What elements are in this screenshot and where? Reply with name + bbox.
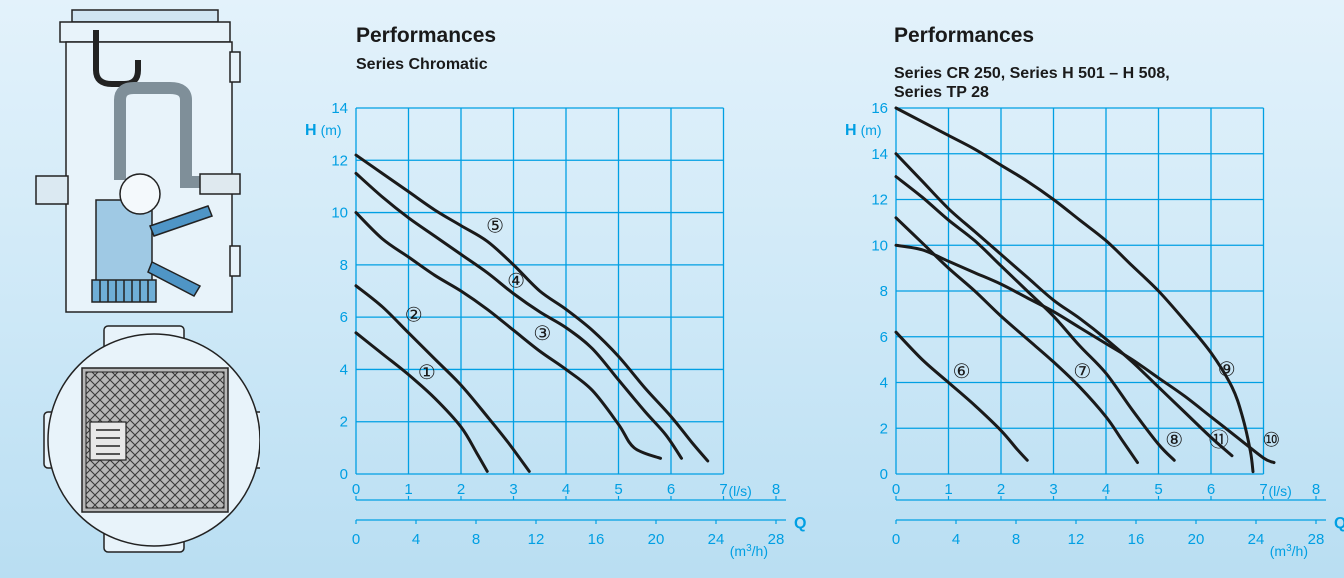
series-curve-5	[894, 243, 1276, 465]
x2-unit: (m3/h)	[730, 543, 768, 559]
series-label: ②	[405, 303, 423, 327]
x-tick-label: 3	[509, 481, 517, 498]
x-unit-ls: (l/s)	[729, 483, 752, 499]
x2-tick-label: 20	[1188, 531, 1205, 548]
series-curve-6	[894, 152, 1234, 458]
x-tick-label: 6	[1207, 481, 1215, 498]
pump-sump-side-view-icon	[35, 9, 241, 313]
x-tick-label: 4	[562, 481, 570, 498]
y-tick-label: 4	[340, 361, 348, 378]
x2-tick-label: 0	[892, 531, 900, 548]
y-axis-label-unit: (m)	[321, 122, 342, 138]
x-axis-label: Q	[1334, 515, 1344, 532]
y-axis-label-unit: (m)	[861, 122, 882, 138]
y-tick-label: 2	[340, 414, 348, 431]
y-tick-label: 14	[871, 146, 888, 163]
x-tick-label: 7	[1259, 481, 1267, 498]
series-curve-5	[354, 153, 710, 463]
y-tick-label: 16	[871, 100, 888, 117]
x-tick-label: 3	[1049, 481, 1057, 498]
y-tick-label: 14	[331, 100, 348, 117]
y-axis-label-symbol: H	[305, 122, 317, 139]
x2-tick-label: 24	[708, 531, 725, 548]
x2-tick-label: 16	[588, 531, 605, 548]
chart1-title: Performances	[356, 24, 497, 47]
x2-tick-label: 16	[1128, 531, 1145, 548]
x-tick-label: 5	[1154, 481, 1162, 498]
x2-unit: (m3/h)	[1270, 543, 1308, 559]
x-tick-label: 4	[1102, 481, 1110, 498]
series-label: ⑨	[1218, 357, 1236, 381]
x2-tick-label: 4	[952, 531, 960, 548]
series-label: ⑤	[486, 214, 504, 238]
series-curve-2	[894, 216, 1139, 465]
x-tick-label: 2	[457, 481, 465, 498]
y-axis-label: H (m)	[305, 122, 342, 139]
chart2-subtitle-2: Series TP 28	[894, 84, 989, 101]
y-axis-label-symbol: H	[845, 122, 857, 139]
y-tick-label: 6	[340, 309, 348, 326]
y-tick-label: 4	[880, 375, 888, 392]
y-axis-label: H (m)	[845, 122, 882, 139]
x-unit-ls: (l/s)	[1269, 483, 1292, 499]
y-tick-label: 8	[880, 283, 888, 300]
x-tick-label: 0	[892, 481, 900, 498]
x2-tick-label: 4	[412, 531, 420, 548]
chart1-subtitle: Series Chromatic	[356, 56, 488, 73]
chart2-title: Performances	[894, 24, 1035, 47]
series-label: ④	[507, 269, 525, 293]
x-tick-label: 2	[997, 481, 1005, 498]
series-label: ⑪	[1209, 428, 1229, 452]
series-label: ⑥	[953, 359, 971, 383]
y-tick-label: 8	[340, 257, 348, 274]
series-curve-4	[894, 106, 1255, 474]
x-tick-label: 6	[667, 481, 675, 498]
series-curve-2	[354, 284, 531, 473]
y-tick-label: 10	[331, 205, 348, 222]
y-tick-label: 6	[880, 329, 888, 346]
x-tick-label: 1	[944, 481, 952, 498]
y-tick-label: 12	[331, 152, 348, 169]
pump-sump-top-view-icon	[43, 325, 260, 553]
series-curve-3	[894, 175, 1176, 462]
series-curve-1	[354, 331, 489, 473]
series-label: ⑧	[1165, 428, 1183, 452]
series-label: ⑦	[1073, 359, 1091, 383]
x-tick-label: 8	[1312, 481, 1320, 498]
x-tick-label: 1	[404, 481, 412, 498]
x2-tick-label: 12	[1068, 531, 1085, 548]
x2-tick-label: 28	[1308, 531, 1325, 548]
series-label: ⑩	[1262, 428, 1280, 452]
y-tick-label: 10	[871, 237, 888, 254]
x2-tick-label: 28	[768, 531, 785, 548]
y-tick-label: 0	[880, 466, 888, 483]
x-tick-label: 0	[352, 481, 360, 498]
x-tick-label: 7	[719, 481, 727, 498]
y-tick-label: 2	[880, 420, 888, 437]
y-tick-label: 12	[871, 192, 888, 209]
x2-tick-label: 0	[352, 531, 360, 548]
series-curve-1	[894, 330, 1029, 462]
series-curve-3	[354, 211, 662, 460]
x-tick-label: 5	[614, 481, 622, 498]
x-tick-label: 8	[772, 481, 780, 498]
x2-tick-label: 8	[472, 531, 480, 548]
x2-tick-label: 8	[1012, 531, 1020, 548]
x2-tick-label: 24	[1248, 531, 1265, 548]
series-label: ③	[533, 321, 551, 345]
series-curve-4	[354, 171, 683, 460]
x2-tick-label: 12	[528, 531, 545, 548]
chart2-subtitle: Series CR 250, Series H 501 – H 508,	[894, 65, 1170, 82]
x2-tick-label: 20	[648, 531, 665, 548]
y-tick-label: 0	[340, 466, 348, 483]
series-label: ①	[418, 360, 436, 384]
x-axis-label: Q	[794, 515, 806, 532]
